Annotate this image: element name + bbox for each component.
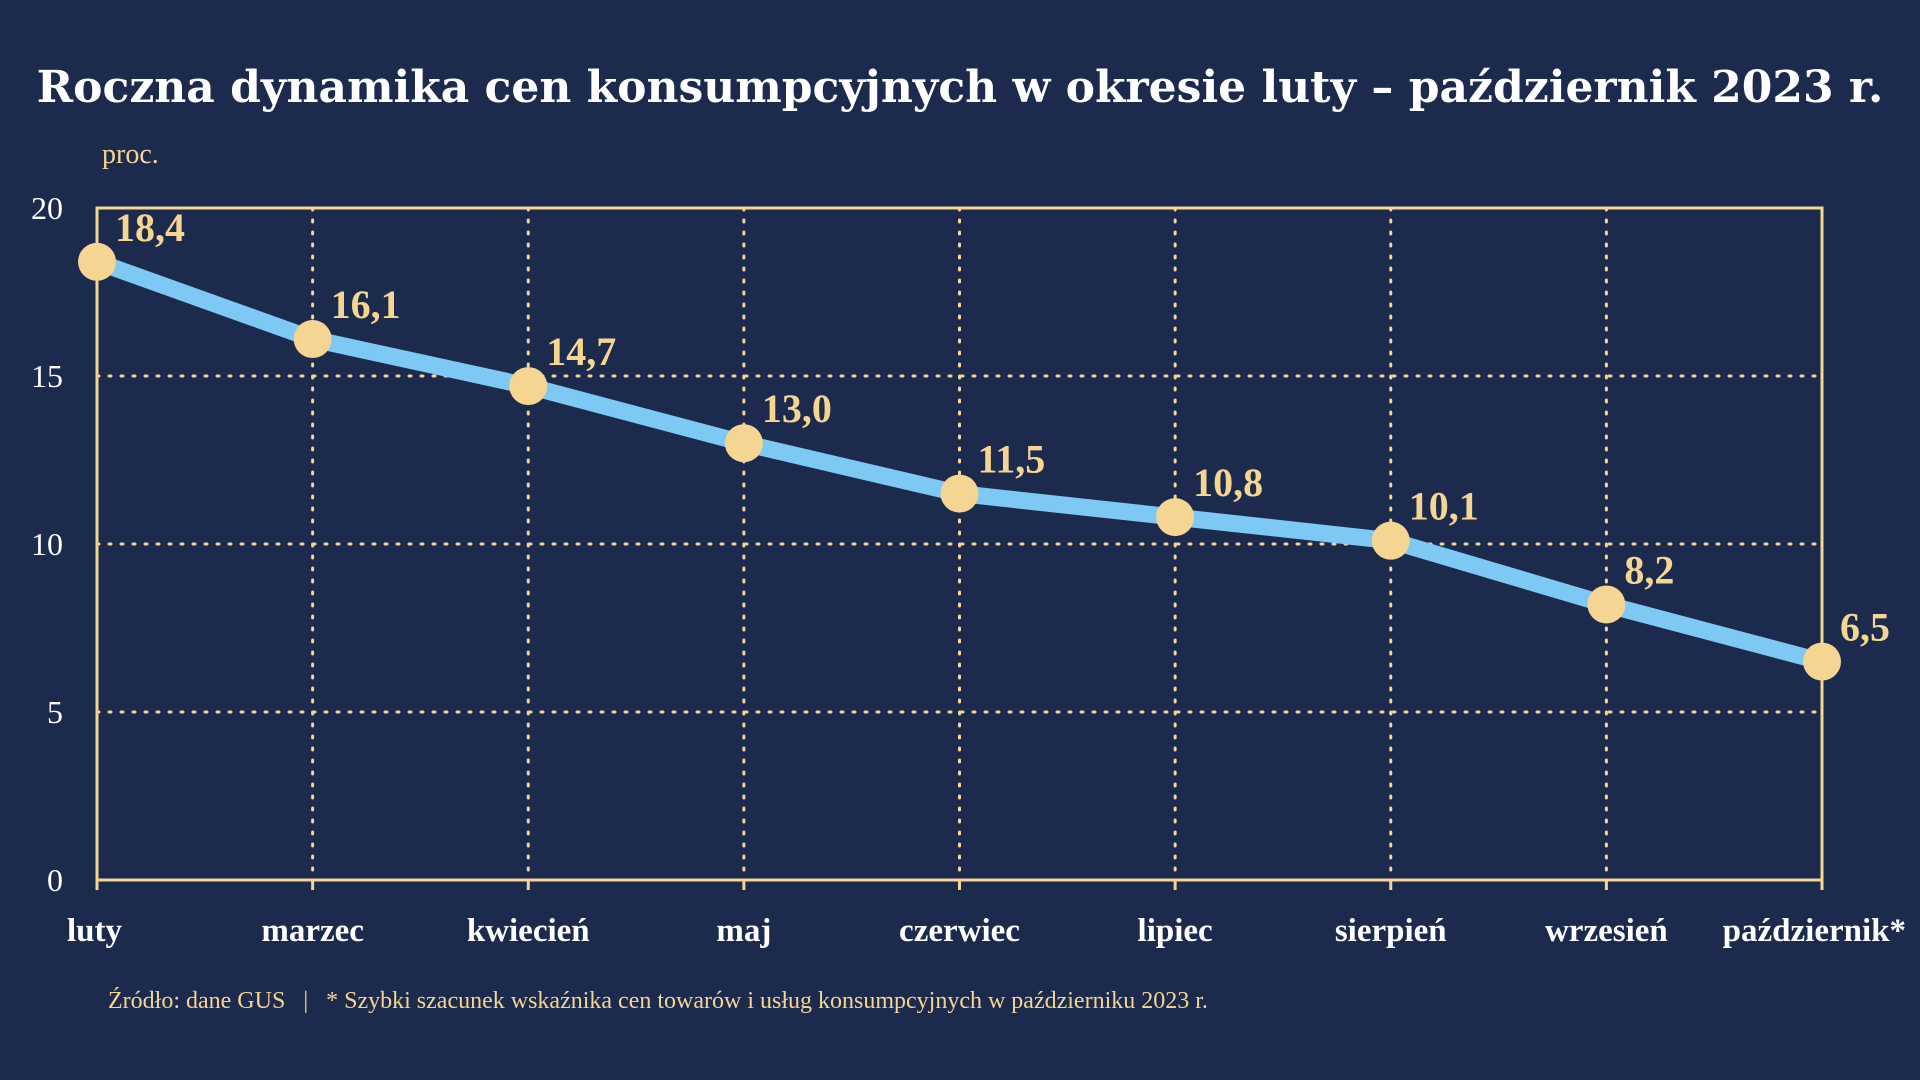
source-note: Źródło: dane GUS bbox=[108, 988, 285, 1014]
data-point-marker bbox=[1803, 642, 1841, 681]
x-tick-label: maj bbox=[716, 913, 771, 949]
footnote-separator: | bbox=[303, 988, 308, 1014]
data-label: 6,5 bbox=[1840, 605, 1890, 650]
x-tick-label: marzec bbox=[261, 913, 364, 949]
data-label: 14,7 bbox=[546, 329, 616, 374]
data-label: 8,2 bbox=[1624, 547, 1674, 592]
asterisk-note: * Szybki szacunek wskaźnika cen towarów … bbox=[326, 988, 1208, 1014]
footnote: Źródło: dane GUS | * Szybki szacunek wsk… bbox=[108, 988, 1208, 1014]
data-label: 11,5 bbox=[978, 437, 1046, 482]
y-tick-label: 20 bbox=[31, 190, 63, 226]
data-label-layer: 18,4 16,1 14,7 13,0 11,5 10,8 10,1 8,2 6,5 bbox=[115, 205, 1890, 650]
chart-title: Roczna dynamika cen konsumpcyjnych w okr… bbox=[37, 62, 1884, 113]
data-label: 10,1 bbox=[1409, 484, 1479, 529]
y-tick-label: 15 bbox=[31, 358, 63, 394]
data-point-marker bbox=[1587, 585, 1626, 624]
x-tick-label: wrzesień bbox=[1545, 913, 1668, 949]
data-point-marker bbox=[724, 424, 763, 463]
y-axis-ticks: 0 5 10 15 20 bbox=[31, 190, 63, 898]
x-tick-label: kwiecień bbox=[467, 913, 590, 949]
data-point-marker bbox=[293, 320, 332, 359]
data-label: 10,8 bbox=[1193, 460, 1263, 505]
data-label: 13,0 bbox=[762, 386, 832, 431]
x-tick-label: luty bbox=[67, 913, 123, 949]
y-tick-label: 0 bbox=[47, 862, 63, 898]
x-tick-label: październik* bbox=[1723, 913, 1906, 949]
x-tick-label: czerwiec bbox=[899, 913, 1020, 949]
data-point-marker bbox=[509, 367, 548, 406]
y-tick-label: 10 bbox=[31, 526, 63, 562]
marker-layer bbox=[78, 242, 1841, 681]
y-axis-unit: proc. bbox=[102, 139, 159, 170]
data-point-marker bbox=[940, 474, 979, 513]
data-point-marker bbox=[78, 242, 116, 281]
data-label: 18,4 bbox=[115, 205, 185, 250]
y-tick-label: 5 bbox=[47, 694, 63, 730]
x-tick-label: sierpień bbox=[1335, 913, 1447, 949]
data-point-marker bbox=[1156, 498, 1195, 537]
data-point-marker bbox=[1371, 521, 1410, 560]
data-label: 16,1 bbox=[331, 282, 401, 327]
x-tick-label: lipiec bbox=[1138, 913, 1213, 949]
x-axis-ticks: luty marzec kwiecień maj czerwiec lipiec sierp… bbox=[67, 880, 1906, 949]
